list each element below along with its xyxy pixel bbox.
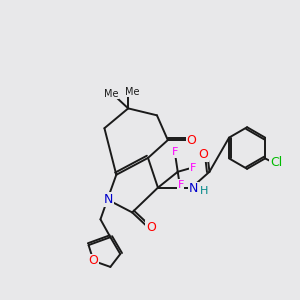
Text: O: O [88,254,98,268]
Text: N: N [189,182,198,195]
Text: F: F [172,147,178,157]
Text: F: F [189,163,196,173]
Text: N: N [104,193,113,206]
Text: F: F [178,180,184,190]
Text: O: O [199,148,208,161]
Text: Me: Me [104,88,118,98]
Text: H: H [200,186,208,196]
Text: Me: Me [125,86,140,97]
Text: O: O [187,134,196,147]
Text: Cl: Cl [270,156,282,169]
Text: O: O [146,221,156,234]
